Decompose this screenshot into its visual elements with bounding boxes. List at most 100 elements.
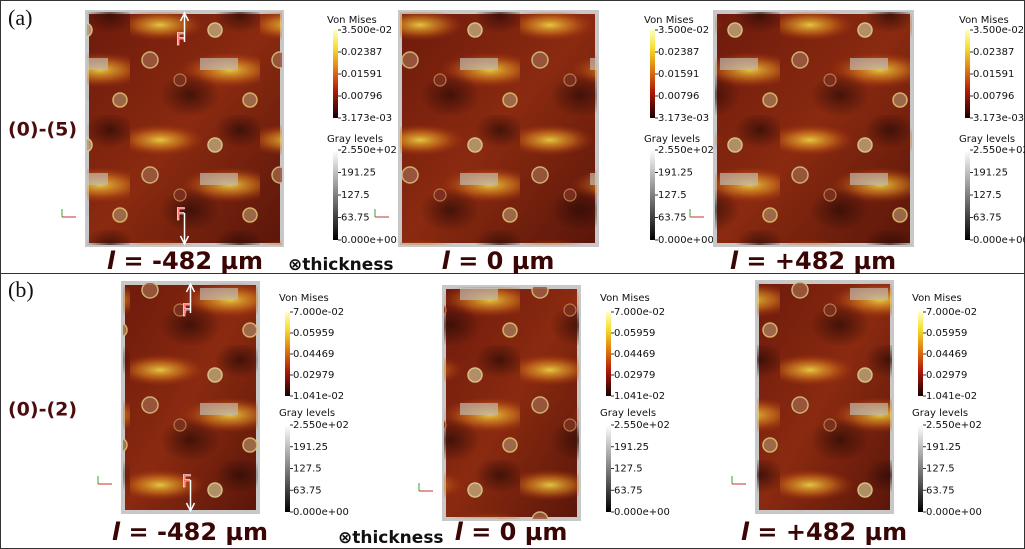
caption-variable: l: [112, 518, 121, 546]
colorbar-tick-label: 0.02979: [614, 370, 655, 381]
colorbar-tick-label: 7.000e-02: [293, 307, 344, 318]
colorbar-title: Von Mises: [959, 15, 1009, 26]
colorbar: [606, 312, 611, 396]
colorbar-tick-label: 0.00796: [341, 91, 382, 102]
colorbar-tick-label: 0.01591: [658, 69, 699, 80]
colorbar-title: Gray levels: [912, 408, 968, 419]
colorbar-tick-label: 127.5: [341, 190, 370, 201]
colorbar-tick-label: 0.05959: [293, 328, 334, 339]
colorbar-title: Von Mises: [327, 15, 377, 26]
colorbar-tick-label: 2.550e+02: [614, 420, 670, 431]
colorbar-tick-label: 0.02387: [658, 47, 699, 58]
row-label: (0)-(2): [8, 399, 77, 421]
force-label: F: [182, 472, 192, 492]
colorbar-title: Von Mises: [279, 293, 329, 304]
colorbar-tick-label: 63.75: [614, 485, 643, 496]
colorbar-tick-label: 127.5: [614, 464, 643, 475]
map-caption: l = -482 µm: [107, 247, 263, 275]
colorbar-tick-label: 0.01591: [341, 69, 382, 80]
colorbar-tick-label: 0.04469: [293, 349, 334, 360]
caption-value: = +482 µm: [738, 247, 896, 275]
panel-label: (b): [8, 277, 34, 302]
colorbar-tick-label: 0.000e+00: [973, 235, 1025, 246]
row-label: (0)-(5): [8, 119, 77, 141]
caption-value: = 0 µm: [450, 247, 555, 275]
map-caption: l = 0 µm: [455, 518, 568, 546]
strain-texture: [715, 12, 912, 245]
colorbar-tick-label: 3.500e-02: [341, 25, 392, 36]
colorbar-tick-label: 191.25: [614, 442, 649, 453]
colorbar-tick-label: 0.000e+00: [614, 507, 670, 518]
colorbar-tick-label: 0.02979: [926, 370, 967, 381]
colorbar-title: Gray levels: [644, 134, 700, 145]
colorbar-tick-label: 127.5: [973, 190, 1002, 201]
colorbar-tick-label: 0.02979: [293, 370, 334, 381]
colorbar: [918, 425, 923, 512]
colorbar-tick-label: 0.01591: [973, 69, 1014, 80]
caption-variable: l: [442, 247, 451, 275]
colorbar-tick-label: 3.500e-02: [658, 25, 709, 36]
caption-variable: l: [455, 518, 464, 546]
caption-value: = -482 µm: [120, 518, 268, 546]
strain-texture: [757, 282, 892, 512]
colorbar-tick-label: 2.550e+02: [973, 145, 1025, 156]
colorbar-tick-label: 3.173e-03: [973, 113, 1024, 124]
force-label: F: [182, 301, 192, 321]
colorbar-title: Gray levels: [959, 134, 1015, 145]
panel-label: (a): [8, 5, 32, 30]
colorbar: [965, 30, 970, 118]
thickness-label: ⊗thickness: [338, 528, 444, 548]
map-caption: l = -482 µm: [112, 518, 268, 546]
colorbar-tick-label: 0.000e+00: [341, 235, 397, 246]
caption-variable: l: [730, 247, 739, 275]
colorbar: [333, 150, 338, 240]
colorbar-tick-label: 127.5: [293, 464, 322, 475]
caption-variable: l: [107, 247, 116, 275]
colorbar-title: Von Mises: [600, 293, 650, 304]
map-caption: l = +482 µm: [730, 247, 896, 275]
colorbar: [918, 312, 923, 396]
colorbar-tick-label: 0.000e+00: [926, 507, 982, 518]
colorbar-title: Gray levels: [327, 134, 383, 145]
strain-texture: [123, 283, 258, 512]
colorbar-tick-label: 63.75: [926, 485, 955, 496]
colorbar: [965, 150, 970, 240]
caption-value: = +482 µm: [749, 518, 907, 546]
colorbar-tick-label: 3.173e-03: [341, 113, 392, 124]
colorbar-tick-label: 0.04469: [926, 349, 967, 360]
colorbar-tick-label: 127.5: [926, 464, 955, 475]
colorbar-tick-label: 0.04469: [614, 349, 655, 360]
colorbar-tick-label: 0.000e+00: [293, 507, 349, 518]
thickness-label: ⊗thickness: [288, 255, 394, 275]
colorbar-title: Gray levels: [279, 408, 335, 419]
colorbar-title: Von Mises: [644, 15, 694, 26]
colorbar: [650, 150, 655, 240]
colorbar-tick-label: 63.75: [973, 213, 1002, 224]
colorbar: [285, 425, 290, 512]
colorbar-tick-label: 7.000e-02: [926, 307, 977, 318]
strain-texture: [87, 12, 282, 245]
colorbar-tick-label: 3.173e-03: [658, 113, 709, 124]
colorbar-tick-label: 0.05959: [614, 328, 655, 339]
colorbar-tick-label: 0.00796: [658, 91, 699, 102]
caption-value: = 0 µm: [463, 518, 568, 546]
colorbar-tick-label: 0.02387: [341, 47, 382, 58]
force-label: F: [176, 30, 186, 50]
strain-texture: [444, 287, 579, 519]
colorbar-tick-label: 0.000e+00: [658, 235, 714, 246]
force-arrow-head: [179, 11, 190, 22]
colorbar-tick-label: 63.75: [658, 213, 687, 224]
caption-value: = -482 µm: [115, 247, 263, 275]
colorbar-tick-label: 0.02387: [973, 47, 1014, 58]
colorbar: [606, 425, 611, 512]
map-caption: l = 0 µm: [442, 247, 555, 275]
colorbar-tick-label: 1.041e-02: [926, 391, 977, 402]
colorbar-tick-label: 0.05959: [926, 328, 967, 339]
colorbar: [285, 312, 290, 396]
colorbar-tick-label: 191.25: [926, 442, 961, 453]
colorbar-tick-label: 1.041e-02: [293, 391, 344, 402]
colorbar-tick-label: 191.25: [293, 442, 328, 453]
colorbar: [650, 30, 655, 118]
